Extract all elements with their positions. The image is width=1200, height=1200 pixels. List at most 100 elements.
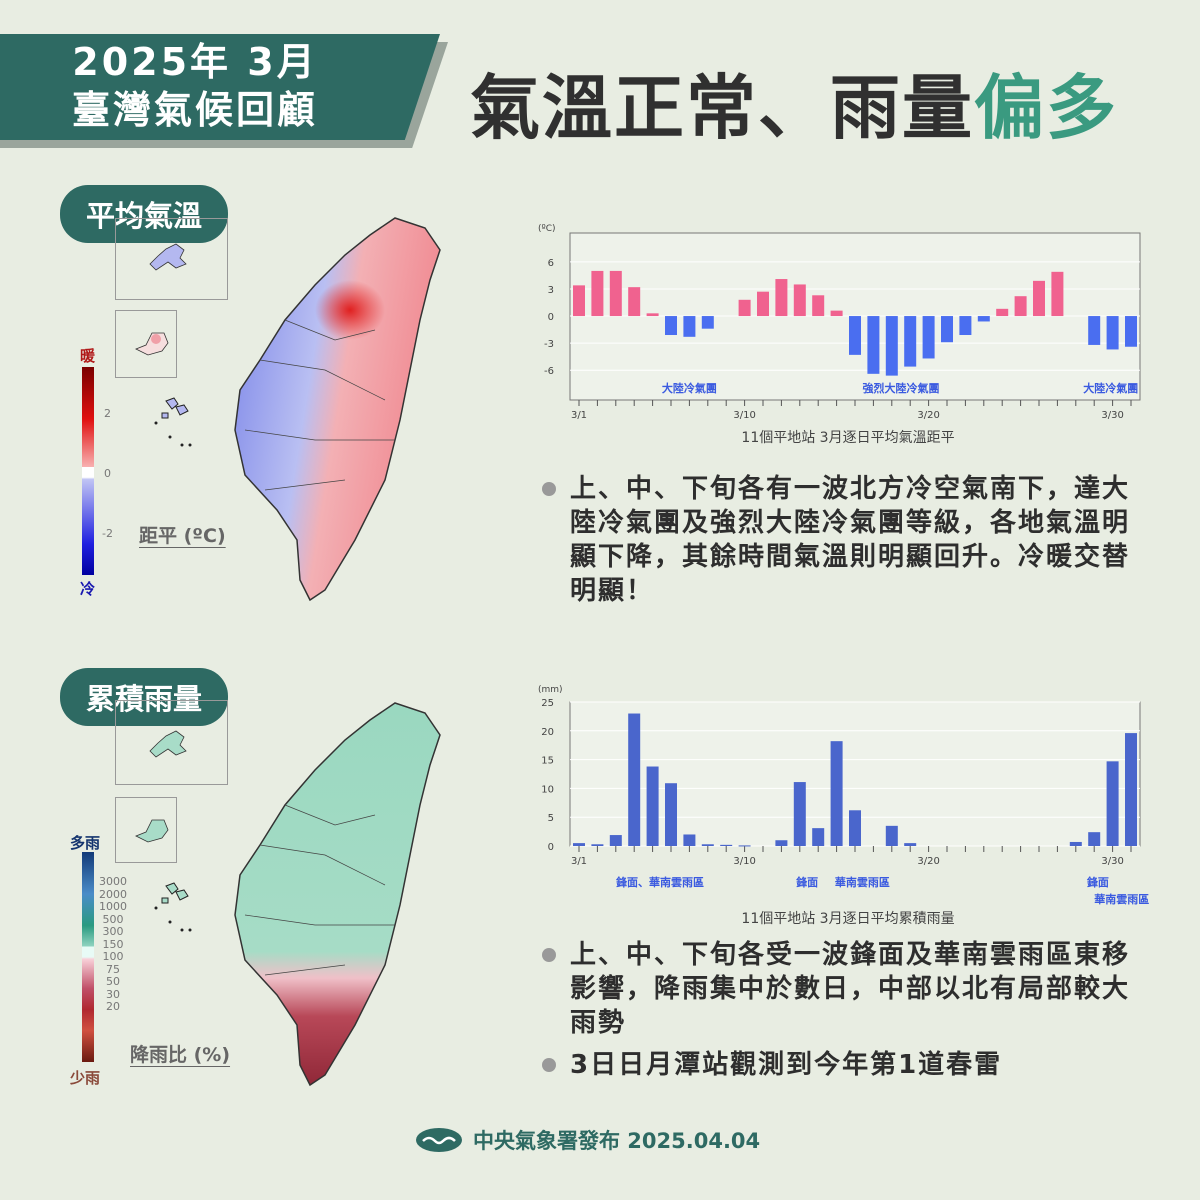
bullet-text: 3日日月潭站觀測到今年第1道春雷 <box>570 1050 1003 1080</box>
bar <box>1014 296 1027 317</box>
bar <box>775 840 788 846</box>
bullet-text: 上、中、下旬各受一波鋒面及華南雲雨區東移影響，降雨集中於數日，中部以北有局部較大… <box>570 940 1131 1038</box>
footer: 中央氣象署發布 2025.04.04 <box>415 1125 760 1155</box>
rain-legend-tick: 50 <box>106 975 120 988</box>
temp-legend-cold: 冷 <box>80 580 96 598</box>
bar <box>1106 316 1119 350</box>
chart-title: 11個平地站 3月逐日平均累積雨量 <box>741 911 954 927</box>
bar <box>665 316 677 336</box>
temp-inset-matsu <box>115 218 228 300</box>
bar <box>793 782 806 846</box>
header-banner: 2025年 3月 臺灣氣候回顧 <box>0 34 440 140</box>
rain-legend-tick: 100 <box>102 950 124 963</box>
bullet-item: 上、中、下旬各受一波鋒面及華南雲雨區東移影響，降雨集中於數日，中部以北有局部較大… <box>540 938 1150 1040</box>
bar <box>757 291 769 317</box>
rain-legend-tick: 75 <box>106 962 120 976</box>
bar <box>830 741 843 846</box>
temp-anomaly-chart: 6 3 0 -3 -6 (ºC) 3/1 3/10 3/20 3/30 大陸冷氣團 強烈大陸冷氣團 大陸… <box>538 224 1141 446</box>
bar <box>1051 271 1064 317</box>
bullet-item: 3日日月潭站觀測到今年第1道春雷 <box>540 1048 1150 1082</box>
y-tick-label: 0 <box>548 842 554 853</box>
rain-legend-tick: 300 <box>102 925 124 938</box>
y-tick-label: 6 <box>548 258 554 269</box>
temp-inset-kinmen <box>115 310 177 378</box>
rain-section-pill: 累積雨量 <box>60 668 228 726</box>
x-tick-label: 3/30 <box>1101 410 1123 421</box>
bar <box>683 316 696 337</box>
x-tick-label: 3/10 <box>733 856 755 867</box>
rain-legend-wet: 多雨 <box>70 834 101 852</box>
temp-section-pill: 平均氣溫 <box>60 185 228 243</box>
rain-legend-tick: 20 <box>106 1000 120 1013</box>
x-tick-label: 3/20 <box>917 410 939 421</box>
y-tick-label: 20 <box>541 727 554 738</box>
temp-legend-tick: 0 <box>104 467 111 480</box>
bar <box>738 299 751 317</box>
bullet-text: 上、中、下旬各有一波北方冷空氣南下，達大陸冷氣團及強烈大陸冷氣團等級，各地氣溫明… <box>570 474 1131 606</box>
y-tick-label: -3 <box>544 339 554 350</box>
bar <box>996 308 1009 317</box>
bar <box>812 295 825 317</box>
y-tick-label: 25 <box>541 698 554 709</box>
bar <box>885 825 898 846</box>
y-tick-label: 3 <box>548 285 554 296</box>
rain-legend-ticks: 3000 2000 1000 500 300 150 100 75 50 30 … <box>99 875 127 1014</box>
chart-annotation: 鋒面 <box>795 875 818 889</box>
bullet-dot-icon <box>542 1058 556 1072</box>
bar <box>1125 316 1137 347</box>
bar <box>646 313 659 317</box>
cwa-logo-icon <box>416 1128 462 1152</box>
bar <box>1106 761 1119 846</box>
y-tick-label: -6 <box>544 366 554 377</box>
chart-annotation: 鋒面、華南雲雨區 <box>615 875 704 889</box>
bar <box>591 270 604 317</box>
bar <box>793 284 806 317</box>
bar <box>738 845 751 847</box>
temp-legend-colorbar <box>82 367 94 575</box>
bar <box>830 310 843 317</box>
rain-legend-dry: 少雨 <box>70 1069 101 1087</box>
bar <box>959 316 972 336</box>
header-date: 2025年 3月 <box>72 40 318 84</box>
rain-inset-matsu <box>115 700 228 785</box>
bullet-dot-icon <box>542 482 556 496</box>
rain-legend-tick: 500 <box>102 912 124 926</box>
bar <box>812 828 825 846</box>
y-axis-unit: (ºC) <box>538 224 556 234</box>
chart-annotation: 大陸冷氣團 <box>1083 381 1138 395</box>
x-tick-label: 3/1 <box>571 410 587 421</box>
bar <box>977 316 990 322</box>
bar <box>904 843 917 846</box>
chart-annotation: 華南雲雨區 <box>1094 892 1149 906</box>
footer-text: 中央氣象署發布 2025.04.04 <box>473 1129 761 1153</box>
bullet-dot-icon <box>542 948 556 962</box>
bar <box>941 316 953 343</box>
chart-title: 11個平地站 3月逐日平均氣溫距平 <box>741 430 954 446</box>
bar <box>867 316 880 374</box>
chart-annotation: 華南雲雨區 <box>835 875 890 889</box>
rain-bullets: 上、中、下旬各受一波鋒面及華南雲雨區東移影響，降雨集中於數日，中部以北有局部較大… <box>540 938 1150 1090</box>
bar <box>720 844 733 846</box>
page-title: 氣溫正常、雨量偏多 <box>470 52 1118 153</box>
temp-legend-tick: 2 <box>104 407 111 420</box>
rain-chart: 2520151050(mm)3/1 3/10 3/20 3/30鋒面、華南雲雨區 鋒面華… <box>538 685 1149 927</box>
title-highlight: 偏多 <box>974 67 1118 149</box>
temp-unit-label: 距平 (ºC) <box>139 525 226 547</box>
rain-ratio-map <box>234 702 441 1087</box>
rain-unit-label: 降雨比 (%) <box>130 1044 231 1066</box>
bar <box>628 713 641 846</box>
bar <box>1125 733 1137 846</box>
bullet-item: 上、中、下旬各有一波北方冷空氣南下，達大陸冷氣團及強烈大陸冷氣團等級，各地氣溫明… <box>540 472 1150 608</box>
x-tick-label: 3/30 <box>1101 856 1123 867</box>
header-subtitle: 臺灣氣候回顧 <box>71 88 318 132</box>
bar <box>665 783 677 846</box>
bar <box>904 316 917 367</box>
x-tick-label: 3/20 <box>917 856 939 867</box>
rain-legend-tick: 150 <box>102 937 124 951</box>
title-main: 氣溫正常、雨量 <box>470 67 974 149</box>
bar <box>1088 316 1101 345</box>
bar <box>1088 832 1101 846</box>
bar <box>573 285 585 317</box>
bar <box>646 766 659 846</box>
y-tick-label: 10 <box>541 784 554 795</box>
